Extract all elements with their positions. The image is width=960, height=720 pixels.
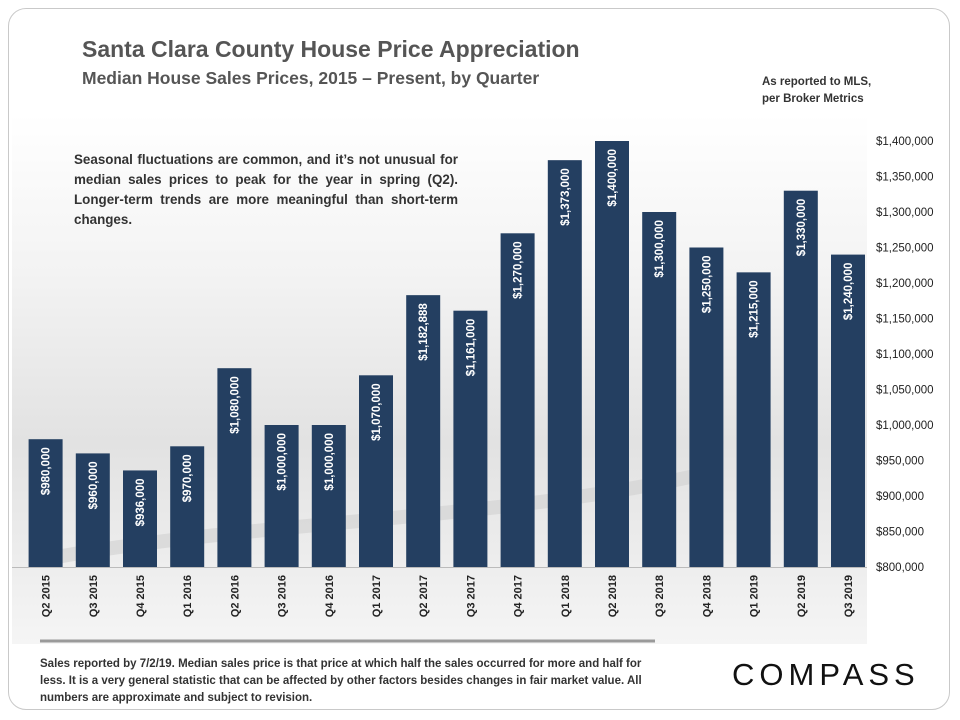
x-tick-label: Q4 2017: [513, 575, 525, 617]
y-tick-label: $900,000: [876, 491, 924, 503]
bar-value-label: $1,000,000: [324, 433, 336, 491]
x-tick-label: Q2 2017: [418, 575, 430, 617]
footer-disclaimer: Sales reported by 7/2/19. Median sales p…: [40, 658, 642, 704]
source-note: As reported to MLS, per Broker Metrics: [762, 74, 912, 108]
y-tick-label: $1,200,000: [876, 278, 934, 290]
bar: [406, 295, 441, 567]
x-tick-label: Q4 2018: [701, 575, 713, 617]
x-tick-label: Q3 2015: [88, 575, 100, 617]
x-tick-label: Q3 2016: [277, 575, 289, 617]
y-tick-label: $1,250,000: [876, 243, 934, 255]
bar-value-label: $1,330,000: [796, 199, 808, 257]
bar-value-label: $1,070,000: [371, 383, 383, 441]
seasonal-note: Seasonal fluctuations are common, and it…: [74, 152, 458, 227]
bar: [595, 141, 629, 567]
x-tick-label: Q4 2016: [324, 575, 336, 617]
x-tick-label: Q3 2018: [654, 575, 666, 617]
bar-value-label: $1,240,000: [843, 263, 855, 321]
source-line-1: As reported to MLS,: [762, 76, 872, 88]
chart-subtitle: Median House Sales Prices, 2015 – Presen…: [82, 68, 540, 88]
x-tick-label: Q1 2019: [749, 575, 761, 617]
x-tick-label: Q2 2018: [607, 575, 619, 617]
bar: [170, 446, 205, 567]
y-tick-label: $1,150,000: [876, 314, 934, 326]
bar: [831, 254, 865, 567]
bar: [75, 453, 110, 567]
y-tick-label: $1,000,000: [876, 420, 934, 432]
bar: [689, 247, 724, 567]
bar-value-label: $936,000: [135, 478, 147, 526]
x-tick-label: Q1 2017: [371, 575, 383, 617]
y-tick-label: $1,100,000: [876, 349, 934, 361]
bar: [500, 233, 535, 568]
bar: [547, 160, 582, 568]
bar-value-label: $960,000: [88, 461, 100, 509]
y-tick-label: $800,000: [876, 562, 924, 574]
y-tick-label: $850,000: [876, 527, 924, 539]
x-tick-label: Q2 2015: [41, 575, 53, 617]
bar: [783, 190, 818, 567]
bar: [264, 425, 299, 567]
bar-value-label: $980,000: [41, 447, 53, 495]
bar-value-label: $1,000,000: [277, 433, 289, 491]
bar-value-label: $1,373,000: [560, 168, 572, 226]
bar-value-label: $1,300,000: [654, 220, 666, 278]
chart-title: Santa Clara County House Price Appreciat…: [82, 36, 580, 62]
x-tick-label: Q4 2015: [135, 575, 147, 617]
bar: [217, 368, 252, 567]
bar: [736, 272, 771, 567]
bar: [642, 212, 677, 567]
x-tick-label: Q3 2019: [843, 575, 855, 617]
bar-value-label: $1,215,000: [749, 280, 761, 338]
bar-value-label: $1,182,888: [418, 303, 430, 361]
bar-value-label: $1,080,000: [229, 376, 241, 434]
bar: [28, 439, 63, 567]
x-tick-label: Q1 2018: [560, 575, 572, 617]
bar: [359, 375, 393, 567]
y-tick-label: $950,000: [876, 456, 924, 468]
bar-value-label: $970,000: [182, 454, 194, 502]
bar-value-label: $1,400,000: [607, 149, 619, 207]
x-tick-label: Q3 2017: [465, 575, 477, 617]
bar-value-label: $1,270,000: [513, 241, 525, 299]
compass-logo: COMPASS: [732, 657, 920, 692]
y-tick-label: $1,400,000: [876, 136, 934, 148]
bar-value-label: $1,161,000: [465, 319, 477, 377]
y-tick-label: $1,050,000: [876, 385, 934, 397]
bar-value-label: $1,250,000: [701, 256, 713, 314]
y-tick-label: $1,350,000: [876, 172, 934, 184]
y-tick-label: $1,300,000: [876, 207, 934, 219]
bar: [123, 470, 157, 567]
x-tick-label: Q2 2016: [229, 575, 241, 617]
bar: [453, 310, 488, 567]
bar: [311, 425, 346, 567]
source-line-2: per Broker Metrics: [762, 93, 864, 105]
x-tick-label: Q1 2016: [182, 575, 194, 617]
x-tick-label: Q2 2019: [796, 575, 808, 617]
